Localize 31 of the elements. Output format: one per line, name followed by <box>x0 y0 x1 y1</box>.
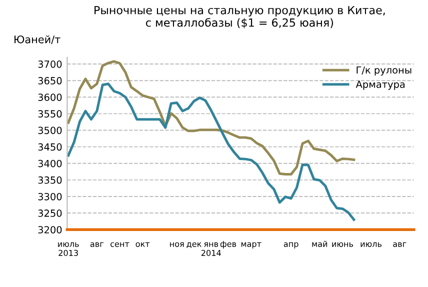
x-tick-label: май <box>312 240 328 247</box>
x-tick-label: янв 2014 <box>201 242 221 256</box>
x-tick-label: авг <box>90 242 104 247</box>
line-series <box>67 82 356 221</box>
y-tick-label: 3700 <box>38 60 62 68</box>
x-tick-label: апр <box>284 242 298 249</box>
y-tick-label: 3600 <box>38 94 62 101</box>
y-tick-label: 3250 <box>38 210 62 217</box>
y-tick-label: 3400 <box>38 160 62 168</box>
x-tick-label: дек <box>186 242 202 248</box>
x-tick-label: июль <box>360 242 382 247</box>
x-tick-label: окт <box>136 242 150 247</box>
x-tick-label: сент <box>110 242 130 247</box>
line-series <box>67 60 356 176</box>
y-tick-label: 3350 <box>38 176 62 184</box>
y-tick-label: 3300 <box>38 192 62 200</box>
x-tick-label: июль 2013 <box>58 242 79 256</box>
y-axis-title: Юаней/т <box>14 35 60 44</box>
y-tick-label: 3550 <box>38 110 62 118</box>
x-tick-label: авг <box>393 242 406 247</box>
y-tick-label: 3500 <box>38 126 62 134</box>
x-tick-label: июнь <box>332 242 354 247</box>
y-tick-label: 3450 <box>38 143 62 151</box>
x-tick-label: март <box>241 242 262 249</box>
chart-title: Рыночные цены на стальную продукцию в Китае, с металлобазы ($1 = 6,25 юаня) <box>94 6 385 28</box>
y-tick-label: 3650 <box>38 77 62 84</box>
y-tick-label: 3200 <box>38 226 62 234</box>
legend-label: Арматура <box>356 80 405 90</box>
x-tick-label: фев <box>220 240 236 249</box>
legend-label: Г/к рулоны <box>356 66 412 76</box>
x-tick-label: ноя <box>170 242 184 247</box>
